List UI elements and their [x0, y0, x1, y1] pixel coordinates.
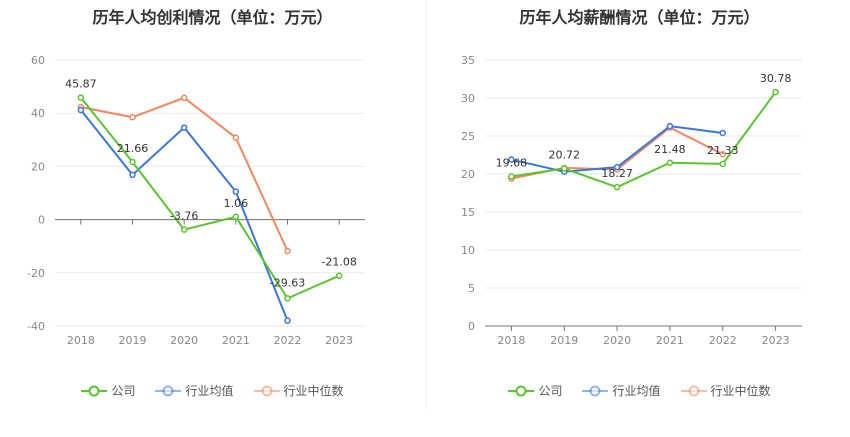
- legend-item[interactable]: 公司: [81, 382, 135, 399]
- chart-plot: 35 30 25 20 15 10 5 0 2018 2019 2020 2021 2022 2023 19…: [461, 54, 802, 347]
- y-tick-label: 0: [468, 320, 475, 333]
- x-tick-label: 2022: [709, 334, 737, 347]
- legend-marker: [589, 385, 601, 396]
- legend-item[interactable]: 行业中位数: [680, 382, 771, 399]
- data-point: [77, 106, 85, 114]
- y-tick-label: 60: [31, 54, 45, 67]
- y-tick-label: 40: [31, 107, 45, 120]
- data-point: [232, 188, 240, 195]
- data-point: [719, 129, 726, 137]
- data-point: [719, 150, 726, 158]
- data-label: 19.68: [496, 156, 528, 169]
- data-label: 21.66: [117, 142, 149, 155]
- x-tick-label: 2018: [497, 334, 525, 347]
- y-tick-label: 35: [461, 54, 475, 67]
- x-tick-label: 2021: [222, 334, 250, 347]
- series-line: [511, 91, 777, 189]
- data-label: 1.06: [224, 197, 249, 210]
- y-tick-label: 10: [461, 244, 475, 257]
- y-tick-label: -40: [27, 320, 45, 333]
- legend-swatch-icon: [155, 385, 182, 396]
- legend-marker: [162, 385, 174, 396]
- x-tick-label: 2021: [656, 334, 684, 347]
- x-tick-label: 2022: [274, 334, 302, 347]
- data-point: [180, 124, 188, 131]
- legend-item[interactable]: 行业均值: [155, 382, 234, 399]
- data-point: [772, 88, 779, 96]
- x-tick-label: 2019: [119, 334, 147, 347]
- data-label: 30.78: [760, 72, 792, 85]
- data-point: [129, 113, 136, 121]
- legend-label: 行业中位数: [710, 384, 771, 398]
- data-point: [719, 160, 726, 168]
- y-tick-label: 0: [38, 214, 45, 227]
- x-tick-label: 2020: [170, 334, 198, 347]
- legend-swatch-icon: [508, 385, 535, 396]
- legend-marker: [688, 385, 699, 396]
- data-point: [335, 272, 343, 279]
- chart-legend: 公司 行业均值 行业中位数: [427, 382, 850, 399]
- legend-label: 公司: [111, 384, 136, 398]
- data-point: [129, 158, 136, 166]
- legend-item[interactable]: 行业中位数: [253, 382, 344, 399]
- x-tick-label: 2019: [550, 334, 578, 347]
- x-tick-label: 2018: [67, 334, 95, 347]
- legend-item[interactable]: 公司: [508, 382, 562, 399]
- data-label: 21.33: [707, 144, 739, 157]
- legend-swatch-icon: [253, 385, 280, 396]
- chart-panel-salary: 历年人均薪酬情况（单位：万元） 35 30 25 20 15 10 5 0 2018 2019 20…: [427, 0, 850, 437]
- data-point: [284, 295, 291, 302]
- data-point: [284, 247, 291, 255]
- series-line: [80, 96, 340, 300]
- data-label: -29.63: [270, 276, 305, 289]
- chart-plot: 60 40 20 0 -20 -40 2018 2019 2020 2021 2022 2023 45.…: [27, 54, 365, 347]
- data-label: -21.08: [321, 256, 356, 269]
- data-point: [232, 213, 240, 221]
- chart-panel-profit: 历年人均创利情况（单位：万元） 60 40 20 0 -20 -40 2018 2019 202…: [0, 8, 425, 399]
- data-point: [232, 134, 240, 141]
- legend-swatch-icon: [680, 385, 707, 396]
- chart-legend: 公司 行业均值 行业中位数: [0, 382, 425, 399]
- x-tick-label: 2023: [325, 334, 353, 347]
- data-point: [666, 122, 674, 130]
- legend-swatch-icon: [582, 385, 609, 396]
- data-point: [129, 171, 136, 179]
- y-tick-label: 5: [468, 282, 475, 295]
- y-tick-label: 30: [461, 92, 475, 105]
- legend-marker: [88, 385, 100, 396]
- data-point: [508, 156, 515, 163]
- data-point: [561, 165, 568, 172]
- y-tick-label: 20: [461, 168, 475, 181]
- data-label: 20.72: [549, 149, 581, 162]
- data-point: [180, 94, 188, 102]
- legend-label: 行业均值: [185, 384, 234, 398]
- data-point: [284, 317, 291, 324]
- data-point: [666, 159, 674, 167]
- y-tick-label: -20: [27, 267, 45, 280]
- chart-title: 历年人均薪酬情况（单位：万元）: [519, 8, 760, 27]
- data-point: [180, 226, 188, 233]
- data-point: [508, 173, 515, 180]
- legend-marker: [261, 385, 272, 396]
- data-label: 18.27: [601, 167, 633, 180]
- data-point: [613, 183, 621, 191]
- data-point: [613, 163, 621, 171]
- legend-label: 公司: [538, 384, 563, 398]
- legend-item[interactable]: 行业均值: [582, 382, 661, 399]
- legend-marker: [515, 385, 527, 396]
- y-tick-label: 15: [461, 206, 475, 219]
- data-label: 21.48: [654, 143, 686, 156]
- legend-label: 行业均值: [612, 384, 661, 398]
- x-tick-label: 2023: [762, 334, 790, 347]
- y-tick-label: 20: [31, 160, 45, 173]
- data-label: -3.76: [170, 210, 198, 223]
- chart-title: 历年人均创利情况（单位：万元）: [92, 8, 333, 27]
- x-tick-label: 2020: [603, 334, 631, 347]
- data-point: [77, 94, 85, 101]
- data-label: 45.87: [65, 78, 97, 91]
- legend-swatch-icon: [81, 385, 108, 396]
- legend-label: 行业中位数: [283, 384, 344, 398]
- panel-divider: [426, 0, 427, 410]
- y-tick-label: 25: [461, 130, 475, 143]
